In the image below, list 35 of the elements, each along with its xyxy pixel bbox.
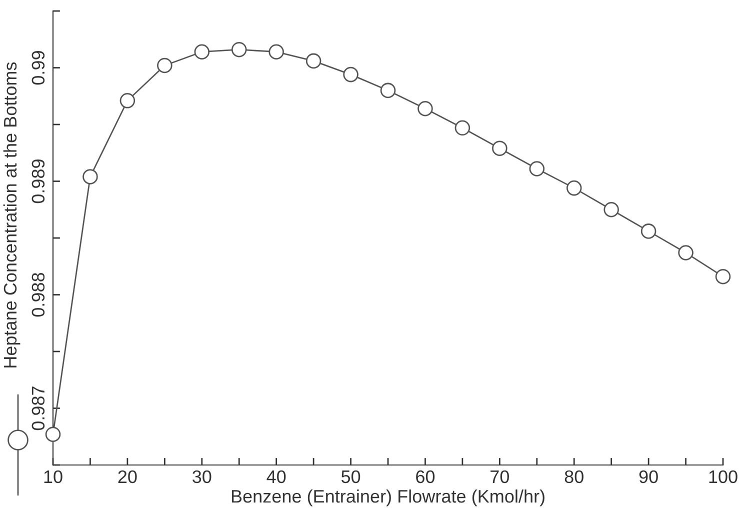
- x-tick-label: 90: [639, 470, 658, 484]
- point: [678, 245, 694, 260]
- point: [492, 140, 508, 156]
- point: [640, 224, 656, 239]
- point: [231, 42, 247, 58]
- point: [566, 180, 582, 196]
- point: [120, 93, 136, 108]
- y-tick-label: 0.987: [32, 386, 45, 430]
- x-tick-label: 30: [192, 470, 212, 484]
- point: [604, 202, 619, 218]
- point: [454, 120, 470, 136]
- point: [194, 44, 210, 60]
- point: [529, 161, 545, 176]
- y-axis-title: Heptane Concentration at the Bottoms: [3, 62, 20, 368]
- x-tick-label: 70: [490, 470, 510, 484]
- x-tick-label: 60: [416, 470, 435, 484]
- point: [418, 100, 433, 116]
- y-tick-label: 0.988: [32, 272, 45, 317]
- point: [343, 66, 358, 82]
- point: [380, 82, 396, 98]
- x-axis-title: Benzene (Entrainer) Flowrate (Kmol/hr): [232, 489, 544, 506]
- point: [82, 169, 98, 184]
- y-tick-label: 0.99: [32, 51, 45, 85]
- x-tick-label: 80: [564, 470, 584, 484]
- x-tick-label: 10: [44, 470, 62, 484]
- y-tick-label: 0.989: [32, 160, 45, 204]
- x-tick-label: 50: [341, 470, 360, 484]
- x-tick-label: 100: [709, 470, 738, 484]
- point: [45, 426, 61, 442]
- x-tick-label: 20: [118, 470, 137, 484]
- point: [157, 58, 172, 74]
- x-tick-label: 40: [266, 470, 286, 484]
- point: [268, 44, 284, 60]
- point: [715, 268, 731, 284]
- point: [306, 53, 322, 69]
